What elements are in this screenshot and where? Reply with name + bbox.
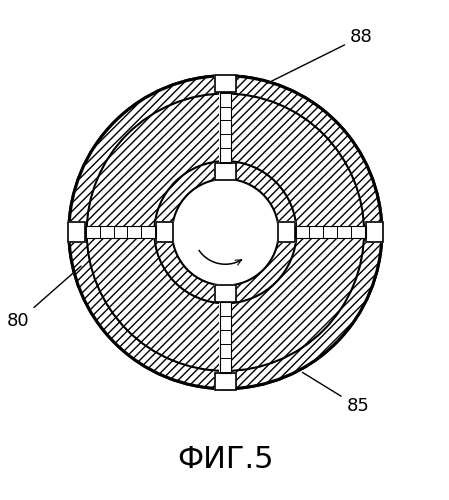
Text: 88: 88 [267,28,373,84]
Polygon shape [366,222,383,242]
Polygon shape [214,74,237,92]
Polygon shape [295,226,366,238]
Polygon shape [294,226,366,238]
Wedge shape [154,161,296,304]
Polygon shape [215,163,236,180]
Polygon shape [84,226,157,238]
Polygon shape [214,372,237,390]
Polygon shape [214,284,237,302]
Text: 80: 80 [7,266,81,330]
Polygon shape [215,75,236,92]
Circle shape [69,76,382,388]
Polygon shape [68,222,85,242]
Polygon shape [155,221,174,244]
Polygon shape [215,372,236,390]
Polygon shape [278,222,295,242]
Wedge shape [69,76,382,388]
Polygon shape [67,221,86,244]
Polygon shape [219,301,232,373]
Polygon shape [277,221,295,244]
Polygon shape [85,226,156,238]
Polygon shape [365,221,383,244]
Polygon shape [220,92,231,163]
Polygon shape [156,222,173,242]
Polygon shape [220,302,231,372]
Text: 85: 85 [303,372,369,416]
Polygon shape [214,162,237,180]
Text: ФИГ.5: ФИГ.5 [177,446,273,474]
Polygon shape [215,284,236,302]
Circle shape [172,179,279,286]
Wedge shape [87,94,364,371]
Polygon shape [219,91,232,164]
